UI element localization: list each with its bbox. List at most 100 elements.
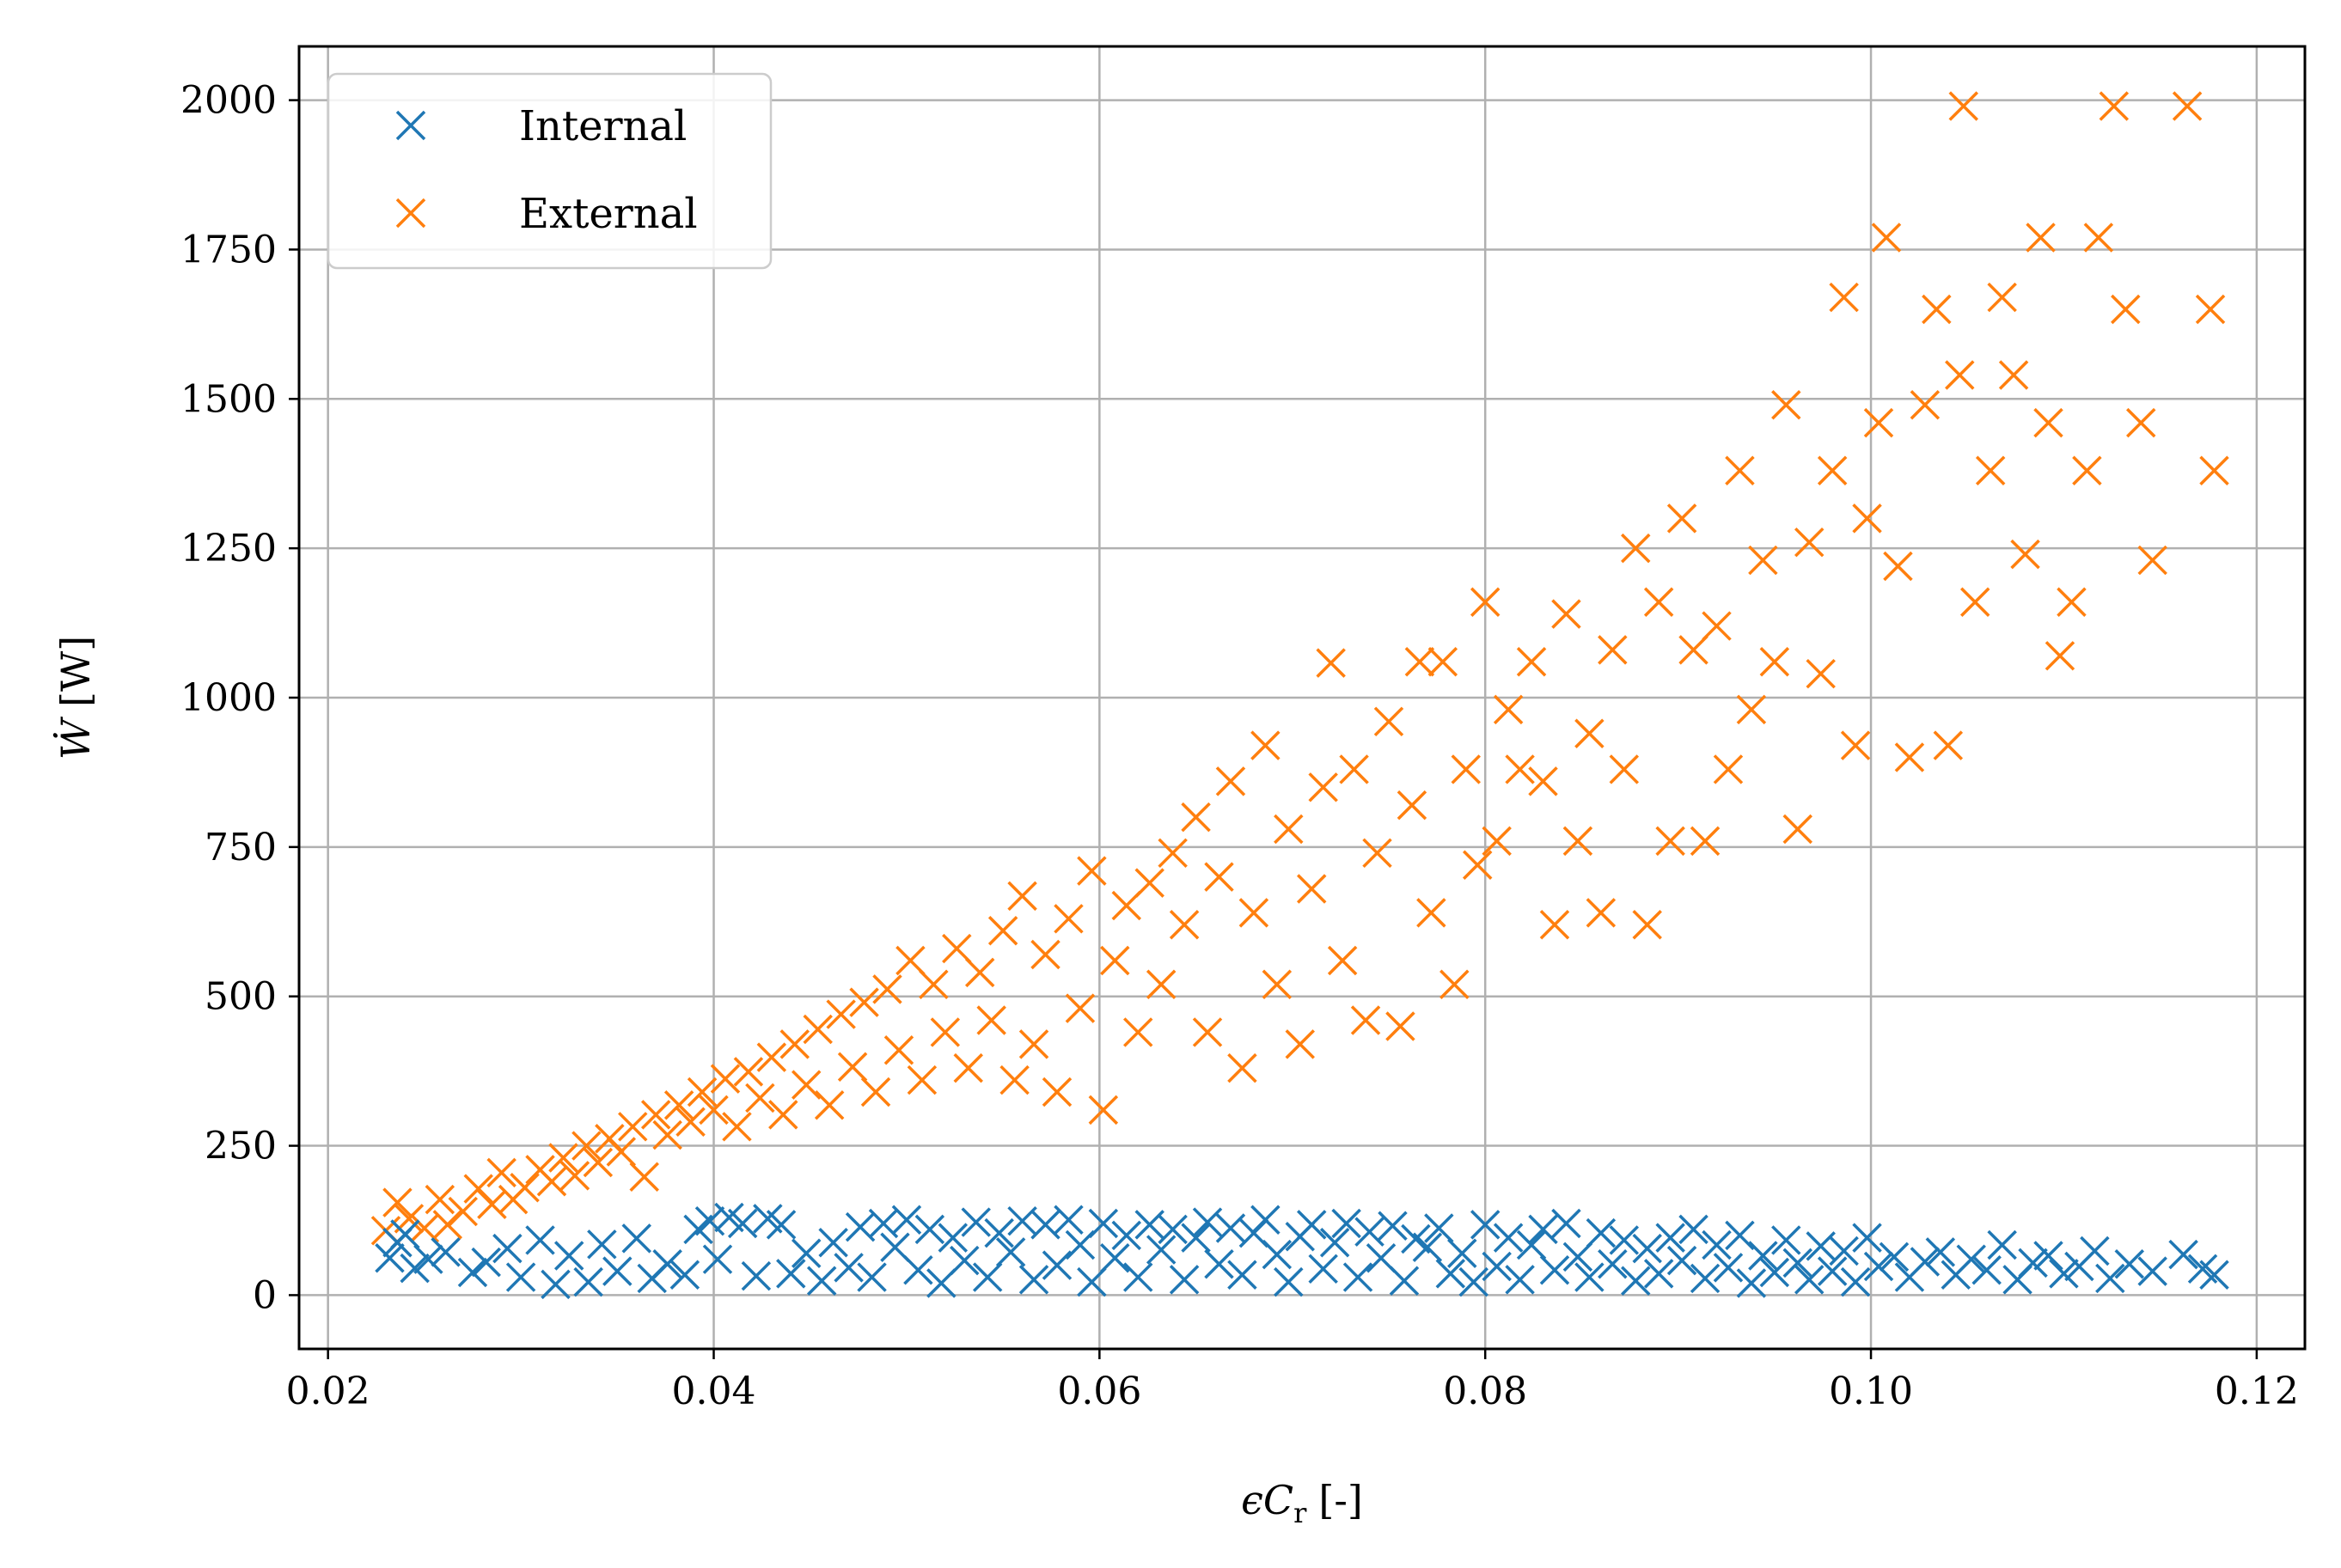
data-point-external [976,1005,1006,1035]
data-point-internal [857,1262,887,1292]
data-point-external [2045,641,2075,671]
data-point-external [1327,945,1358,976]
data-point-internal [1296,1210,1327,1240]
data-point-internal [834,1253,864,1283]
data-layer [370,91,2229,1300]
data-point-internal [1424,1213,1454,1243]
data-point-external [1910,390,1941,420]
data-point-external [1007,881,1037,912]
data-point-internal [984,1217,1014,1248]
grid-lines [299,46,2305,1349]
data-point-external [1505,754,1535,784]
data-point-internal [1354,1217,1384,1247]
data-point-internal [413,1244,443,1274]
data-point-external [618,1112,648,1142]
data-point-external [629,1162,659,1192]
data-point-external [1362,838,1392,869]
data-point-external [722,1112,752,1142]
data-point-external [1296,874,1327,904]
data-point-internal [1482,1251,1512,1282]
data-point-external [1863,407,1894,438]
data-point-internal [1146,1235,1177,1265]
data-point-external [1227,1052,1257,1083]
data-point-external [953,1052,983,1083]
data-point-internal [1736,1268,1767,1298]
data-point-external [745,1083,775,1113]
data-point-internal [1632,1233,1662,1264]
data-point-internal [1725,1220,1755,1251]
data-point-internal [2080,1235,2110,1266]
data-point-external [2072,455,2102,485]
data-point-external [2111,294,2141,325]
data-point-external [1817,455,1848,485]
data-point-internal [400,1253,430,1284]
data-point-external [1922,294,1952,325]
data-point-external [1274,814,1304,845]
data-point-external [1146,969,1177,1000]
data-point-external [872,974,902,1004]
data-point-internal [1678,1214,1708,1245]
data-point-external [1030,939,1060,970]
data-point-external [930,1017,961,1047]
data-point-internal [492,1233,523,1264]
data-point-external [2126,407,2156,438]
legend-label-internal: Internal [519,102,687,150]
data-point-external [2172,91,2203,121]
data-point-external [1385,1011,1415,1041]
data-point-external [432,1210,463,1240]
data-point-internal [776,1259,806,1289]
data-point-external [895,945,926,976]
data-point-internal [880,1232,910,1263]
data-point-internal [1666,1245,1697,1276]
data-point-internal [818,1227,848,1258]
data-point-internal [1077,1266,1107,1297]
data-point-external [1451,754,1481,784]
data-point-internal [950,1245,980,1276]
data-point-internal [1204,1249,1234,1279]
data-point-internal [1505,1265,1535,1295]
data-point-external [1493,694,1524,725]
data-point-internal [694,1205,725,1236]
y-tick-label: 1250 [180,527,277,570]
data-point-external [548,1143,578,1173]
data-point-external [1316,648,1346,678]
data-point-external [1759,647,1790,677]
data-point-internal [1971,1254,2002,1285]
data-point-external [964,957,995,988]
data-point-external [1632,910,1662,940]
data-point-external [849,987,879,1017]
data-point-external [1806,658,1836,689]
data-point-internal [573,1266,603,1297]
data-point-external [1350,1005,1381,1035]
data-point-internal [541,1269,571,1300]
data-point-internal [766,1210,797,1240]
data-point-internal [1215,1213,1246,1243]
tick-marks: 0.02 0.04 0.06 0.08 0.10 0.12 0 250 500 750 1000 12… [180,79,2299,1413]
data-point-external [779,1029,810,1059]
data-point-external [1439,969,1470,1000]
data-point-internal [791,1238,822,1268]
data-point-external [2010,539,2040,570]
data-point-external [733,1057,764,1087]
data-point-external [1829,282,1859,313]
data-point-internal [1879,1242,1910,1272]
data-point-external [1702,611,1732,641]
data-point-external [768,1100,798,1130]
data-point-internal [1643,1259,1674,1289]
data-point-external [663,1090,694,1120]
data-point-external [1771,390,1801,420]
data-point-internal [1088,1208,1119,1239]
data-point-internal [1574,1262,1604,1292]
data-point-external [1794,527,1825,558]
data-point-internal [2095,1263,2125,1294]
data-point-internal [1539,1254,1570,1285]
data-point-external [1621,533,1651,564]
data-point-external [1308,772,1338,802]
data-point-internal [1018,1265,1049,1295]
data-point-internal [727,1208,758,1239]
data-point-internal [806,1266,837,1296]
data-point-external [583,1147,614,1178]
y-tick-label: 2000 [180,79,277,123]
data-point-external [883,1035,914,1065]
